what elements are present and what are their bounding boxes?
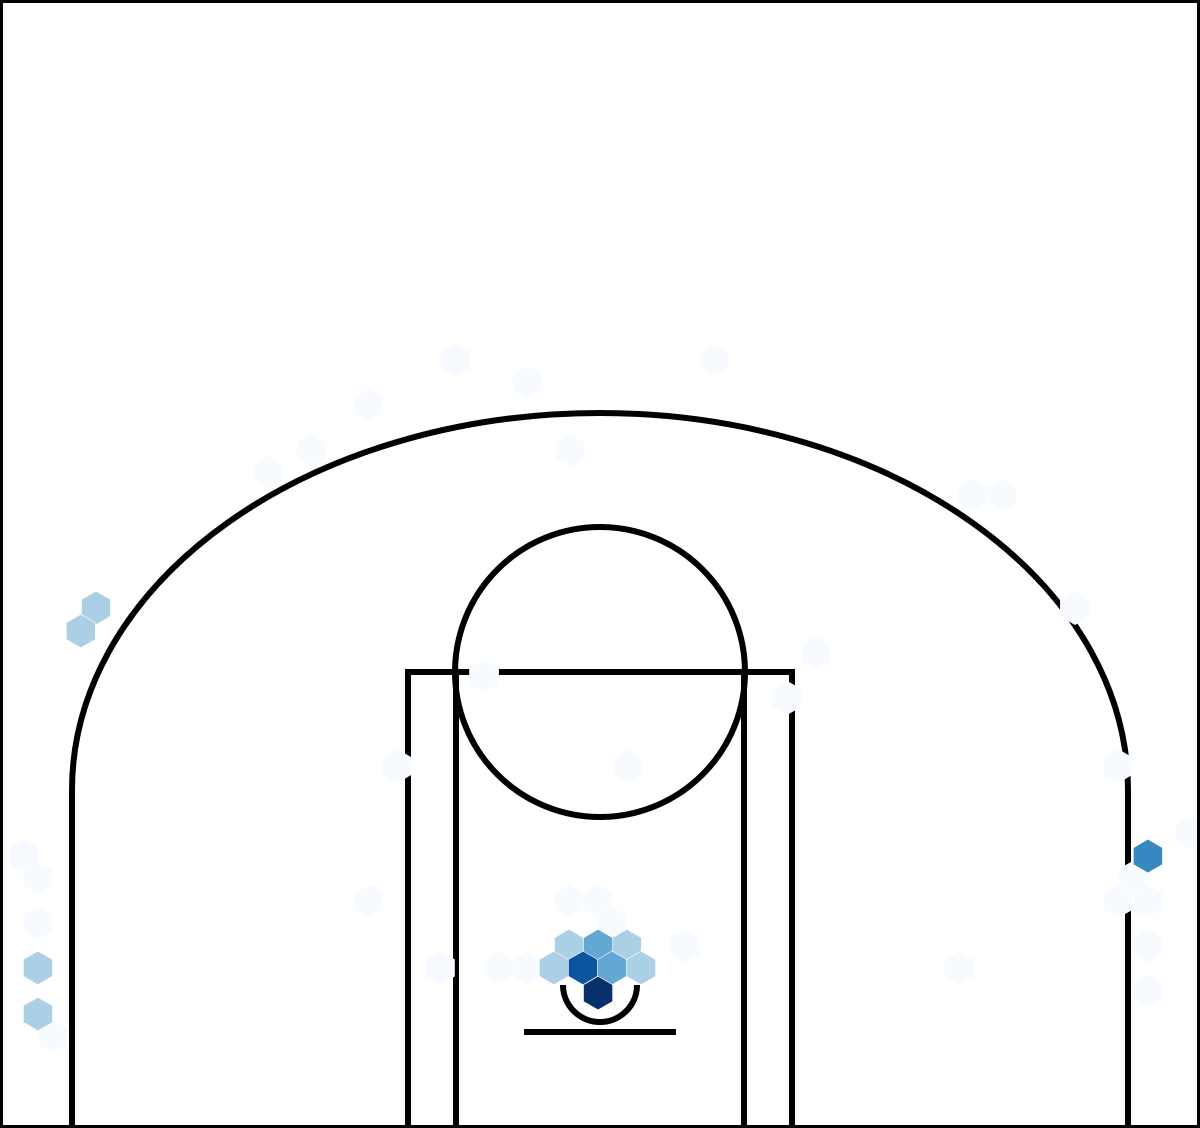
hexbin	[801, 635, 831, 671]
hexbin	[987, 477, 1017, 513]
hexbin	[1133, 838, 1163, 874]
hexbin	[353, 883, 384, 919]
hexbin	[512, 364, 542, 400]
hexbin	[1103, 748, 1133, 784]
hexbin	[253, 454, 283, 490]
hexbin	[613, 748, 643, 784]
hexbin	[23, 950, 53, 986]
hexbin	[81, 590, 111, 626]
hexbin	[483, 950, 513, 986]
hexbin	[772, 680, 802, 716]
hexbin	[440, 342, 470, 378]
hexbin	[555, 432, 585, 468]
hexbins	[9, 342, 1200, 1054]
hexbin	[353, 387, 384, 423]
hexbin	[1175, 815, 1200, 851]
hexbin	[23, 860, 53, 896]
hexbin	[469, 658, 499, 694]
free-throw-circle	[452, 524, 748, 820]
hexbin	[23, 996, 53, 1032]
hexbin	[699, 342, 729, 378]
hexbin	[1133, 883, 1163, 919]
hexbin	[296, 432, 326, 468]
hexbin	[1060, 590, 1090, 626]
hexbin	[512, 950, 542, 986]
hexbin	[425, 950, 455, 986]
hexbin	[66, 613, 96, 649]
hexbin	[958, 477, 988, 513]
hexbin	[1103, 883, 1133, 919]
inner-lane	[453, 669, 747, 1128]
hexbin	[382, 748, 412, 784]
hexbin	[568, 950, 598, 986]
hexbin	[583, 975, 613, 1011]
hexbin	[670, 928, 700, 964]
hexbin	[554, 883, 584, 919]
hexbin	[1133, 928, 1163, 964]
hoop	[560, 984, 640, 1025]
hexbin	[23, 905, 53, 941]
hexbin	[1133, 973, 1163, 1009]
court-lines	[69, 410, 1131, 1128]
hexbin	[944, 950, 974, 986]
